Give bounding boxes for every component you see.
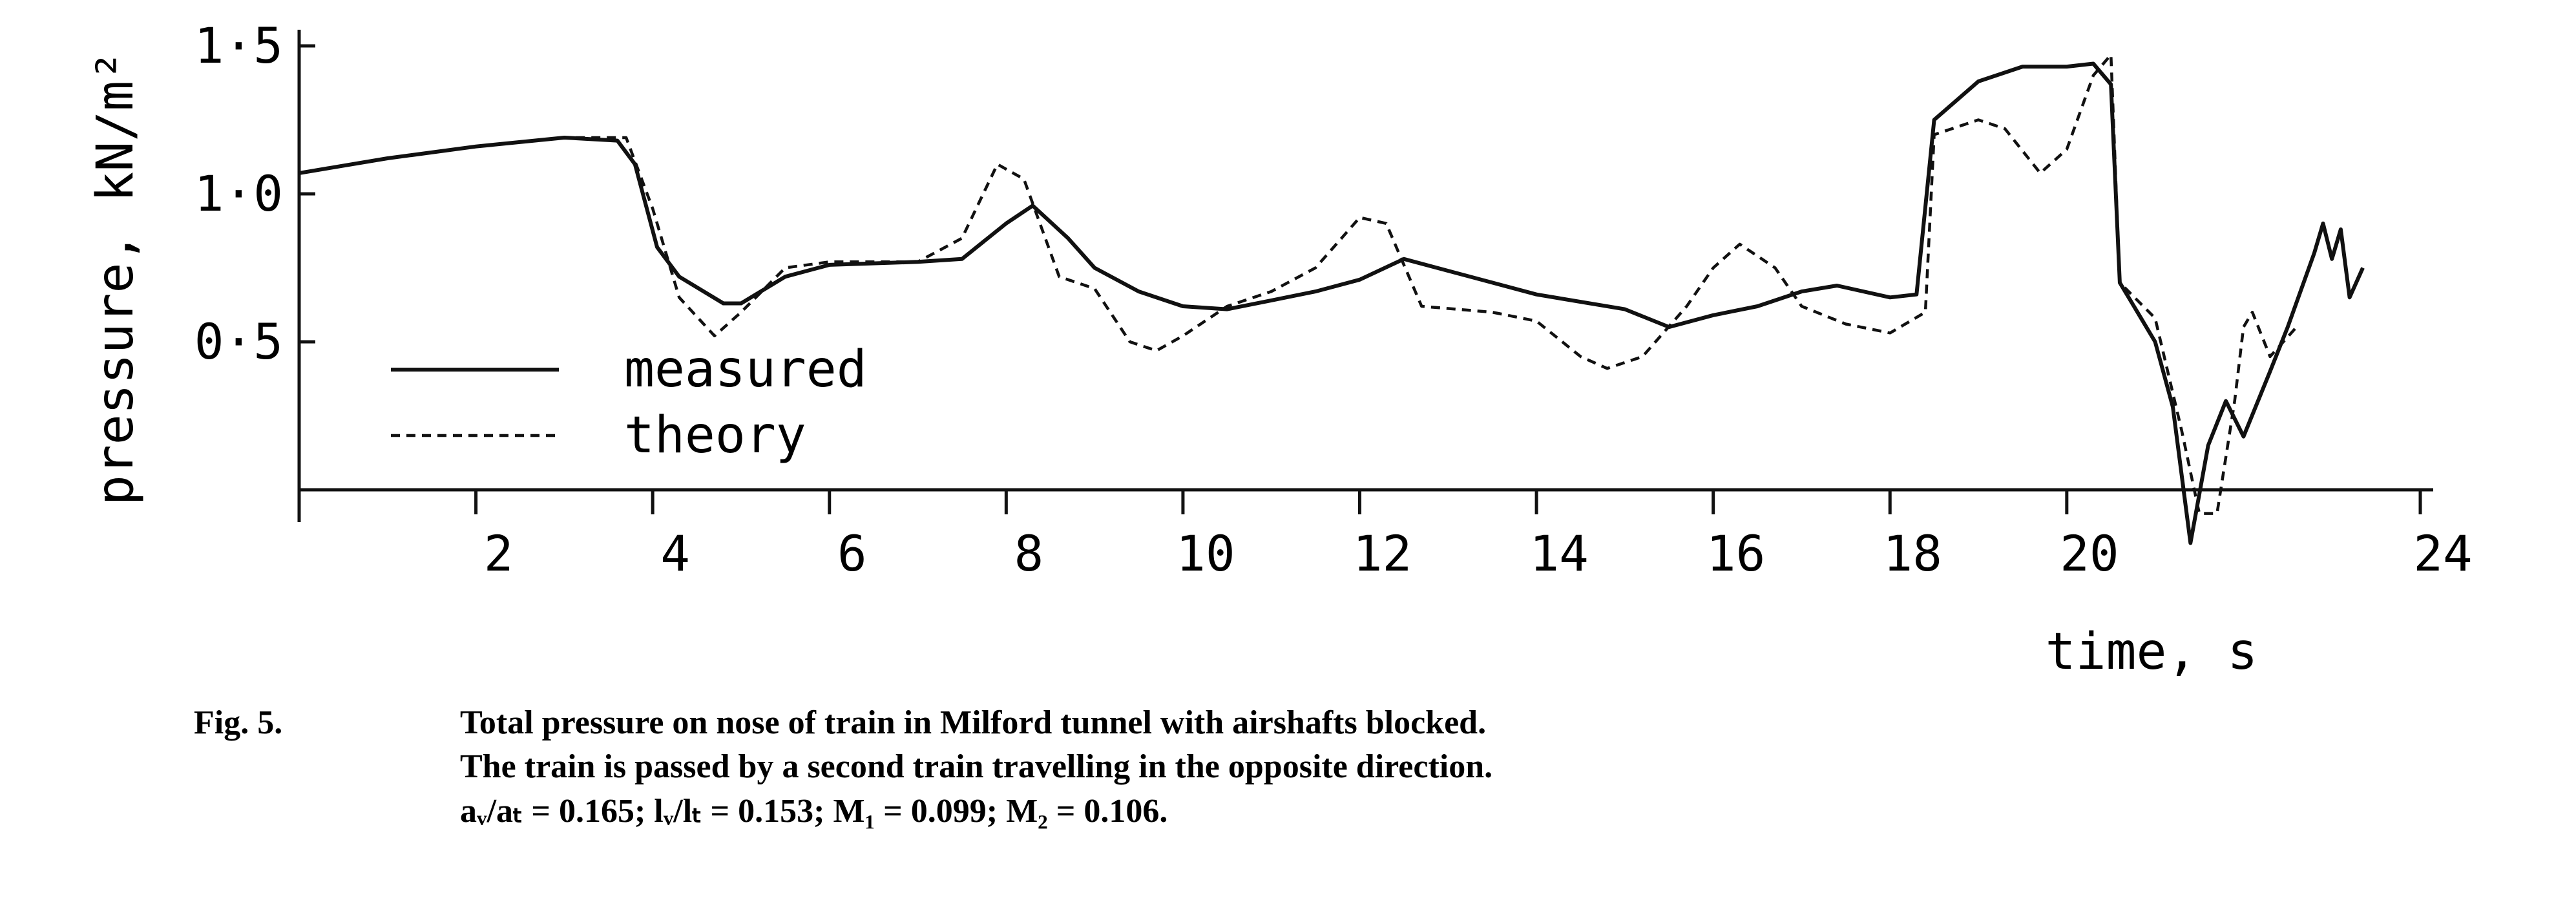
x-tick-label: 6 — [837, 525, 867, 582]
x-tick-label: 4 — [660, 525, 690, 582]
legend-label: measured — [624, 341, 867, 399]
x-tick-label: 8 — [1014, 525, 1043, 582]
caption-line: aᵥ/aₜ = 0.165; lᵥ/lₜ = 0.153; M₁ = 0.099… — [460, 793, 1168, 830]
x-tick-label: 14 — [1529, 525, 1589, 582]
x-axis-label: time, s — [2046, 623, 2258, 681]
x-tick-label: 20 — [2060, 525, 2119, 582]
x-tick-label: 24 — [2413, 525, 2473, 582]
caption-label: Fig. 5. — [194, 704, 282, 741]
x-tick-label: 2 — [484, 525, 514, 582]
y-tick-label: 1·5 — [194, 17, 283, 74]
legend-label: theory — [624, 406, 806, 465]
series-line — [298, 61, 2365, 545]
x-tick-label: 18 — [1883, 525, 1942, 582]
x-tick-label: 12 — [1353, 525, 1412, 582]
x-tick-label: 16 — [1706, 525, 1766, 582]
caption-line: The train is passed by a second train tr… — [460, 748, 1492, 785]
y-axis-label: pressure, kN/m² — [87, 50, 145, 505]
series-line — [298, 53, 2298, 515]
y-tick-label: 1·0 — [194, 165, 283, 222]
caption-line: Total pressure on nose of train in Milfo… — [460, 704, 1486, 741]
x-tick-label: 10 — [1176, 525, 1235, 582]
y-tick-label: 0·5 — [194, 313, 283, 370]
